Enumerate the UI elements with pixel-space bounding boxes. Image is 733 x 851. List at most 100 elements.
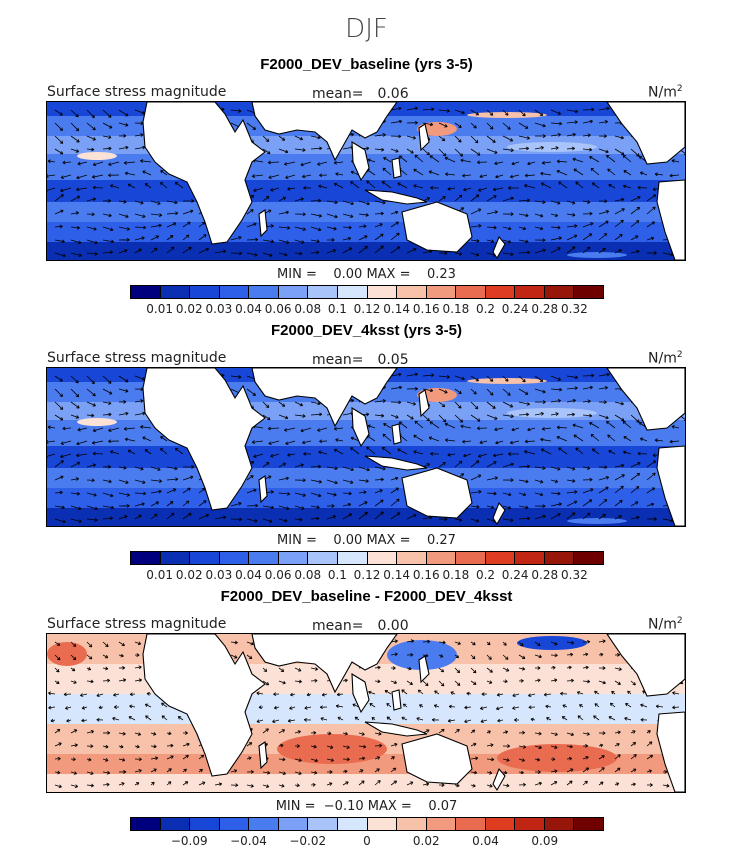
wind-arrow (54, 148, 64, 155)
wind-arrow (70, 729, 78, 734)
land-mass (351, 140, 370, 182)
wind-arrow (262, 505, 275, 510)
wind-arrow (480, 706, 488, 710)
wind-arrow (582, 246, 591, 254)
wind-arrow (112, 716, 120, 721)
wind-arrow (566, 375, 579, 380)
wind-arrow (70, 225, 80, 230)
wind-arrow (614, 653, 621, 657)
wind-arrow (262, 414, 271, 421)
wind-arrow (502, 388, 511, 396)
wind-arrow (486, 654, 492, 660)
wind-arrow (470, 208, 482, 215)
wind-arrow (434, 690, 440, 695)
wind-arrow (166, 222, 177, 228)
land-mass (401, 467, 473, 519)
land-mass (492, 235, 506, 260)
wind-arrow (662, 783, 670, 788)
wind-arrow (582, 499, 593, 507)
wind-arrow (623, 436, 632, 442)
wind-arrow (413, 450, 424, 455)
wind-arrow (462, 173, 472, 178)
wind-arrow (160, 436, 168, 442)
wind-arrow (502, 135, 514, 142)
wind-arrow (422, 782, 430, 787)
wind-arrow (518, 122, 529, 129)
wind-arrow (310, 401, 321, 406)
wind-arrow (518, 213, 529, 218)
wind-arrow (134, 133, 144, 137)
wind-arrow (70, 401, 80, 409)
wind-arrow (470, 742, 477, 747)
wind-arrow (54, 784, 62, 789)
wind-arrow (230, 769, 238, 773)
wind-arrow (102, 109, 112, 118)
wind-arrow (502, 744, 511, 748)
wind-arrow (48, 705, 56, 710)
wind-arrow (333, 182, 344, 189)
wind-arrow (86, 492, 97, 497)
wind-arrow (294, 783, 300, 788)
wind-arrow (486, 770, 493, 775)
wind-arrow (310, 250, 320, 255)
wind-arrow (614, 680, 621, 685)
wind-arrow (230, 517, 243, 522)
wind-arrow (438, 148, 447, 157)
wind-arrow (447, 452, 456, 457)
wind-arrow (445, 172, 456, 177)
land-mass (656, 711, 685, 792)
wind-arrow (398, 155, 408, 163)
wind-arrow (76, 187, 88, 192)
wind-arrow (406, 372, 418, 377)
wind-arrow (262, 784, 270, 788)
wind-arrow (86, 388, 96, 397)
wind-arrow (54, 505, 65, 510)
wind-arrow (54, 224, 63, 229)
wind-arrow (502, 375, 509, 382)
wind-arrow (110, 184, 120, 189)
wind-arrow (614, 730, 621, 735)
land-mass (258, 475, 268, 504)
wind-arrow (646, 502, 655, 507)
wind-arrow (326, 745, 334, 749)
wind-arrow (598, 400, 607, 405)
wind-arrow (518, 745, 527, 749)
wind-arrow (614, 219, 624, 228)
wind-arrow (397, 182, 408, 189)
wind-arrow (614, 233, 623, 241)
wind-arrow (98, 705, 104, 710)
wind-arrow (262, 462, 270, 468)
wind-arrow (246, 756, 252, 761)
wind-arrow (214, 782, 223, 786)
wind-arrow (86, 478, 95, 483)
wind-arrow (70, 654, 77, 661)
wind-arrow (262, 770, 271, 775)
wind-arrow (556, 435, 568, 442)
wind-arrow (406, 666, 412, 671)
wind-arrow (374, 413, 385, 418)
wind-arrow (102, 239, 115, 244)
wind-arrow (550, 757, 556, 762)
wind-arrow (350, 181, 360, 189)
wind-arrow (118, 133, 127, 138)
wind-arrow (518, 516, 531, 521)
wind-arrow (470, 667, 477, 674)
wind-arrow (285, 440, 296, 445)
wind-arrow (118, 237, 130, 242)
wind-arrow (406, 247, 417, 254)
wind-arrow (134, 514, 142, 520)
wind-arrow (566, 640, 575, 645)
wind-arrow (502, 148, 514, 153)
wind-arrow (518, 464, 531, 469)
wind-arrow (614, 767, 621, 773)
wind-arrow (646, 221, 656, 228)
wind-arrow (495, 440, 504, 445)
wind-arrow (374, 665, 381, 670)
panel-3-units: N/m2 (648, 616, 683, 633)
wind-arrow (302, 174, 312, 179)
wind-arrow (598, 680, 606, 685)
wind-arrow (550, 412, 559, 416)
wind-arrow (486, 388, 494, 396)
wind-arrow (150, 732, 157, 736)
wind-arrow (518, 388, 529, 395)
